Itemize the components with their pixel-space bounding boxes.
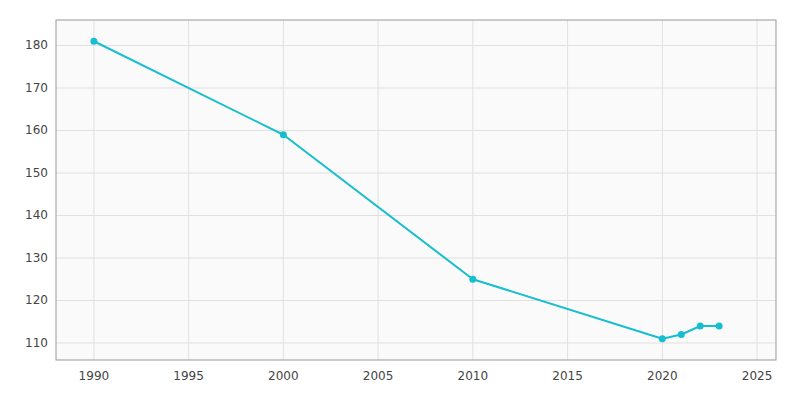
point	[469, 276, 476, 283]
chart: 110 120 130 140 150 160 170 180 1990 1995 2000 2005…	[0, 0, 800, 400]
y-tick-label: 170	[25, 81, 48, 95]
grid-line-y	[56, 88, 776, 89]
plot-background	[56, 20, 776, 360]
x-tick-label: 2000	[268, 369, 299, 383]
y-tick-label: 120	[25, 293, 48, 307]
x-tick-label: 2020	[647, 369, 678, 383]
series	[90, 38, 722, 343]
grid-line-x	[472, 20, 473, 360]
grid-line-y	[56, 130, 776, 131]
grid-line-y	[56, 215, 776, 216]
grid-line-x	[93, 20, 94, 360]
y-tick-label: 160	[25, 123, 48, 137]
grid-line-y	[56, 258, 776, 259]
point	[678, 331, 685, 338]
x-tick-label: 1995	[173, 369, 204, 383]
grid-line-x	[378, 20, 379, 360]
y-tick-label: 180	[25, 38, 48, 52]
x-tick-label: 2005	[363, 369, 394, 383]
plot-frame	[56, 20, 776, 360]
grid-line-y	[56, 173, 776, 174]
grid-line-x	[283, 20, 284, 360]
grid-line-y	[56, 45, 776, 46]
point	[697, 323, 704, 330]
grid-line-y	[56, 300, 776, 301]
x-tick-label: 1990	[79, 369, 110, 383]
point	[659, 335, 666, 342]
point	[716, 323, 723, 330]
y-tick-label: 110	[25, 336, 48, 350]
x-tick-label: 2015	[552, 369, 583, 383]
grid-line-x	[662, 20, 663, 360]
point	[90, 38, 97, 45]
chart-container: 110 120 130 140 150 160 170 180 1990 1995 2000 2005…	[0, 0, 800, 400]
x-tick-label: 2010	[458, 369, 489, 383]
y-tick-label: 130	[25, 251, 48, 265]
y-tick-label: 150	[25, 166, 48, 180]
y-tick-label: 140	[25, 208, 48, 222]
grid-line-y	[56, 343, 776, 344]
x-tick-label: 2025	[742, 369, 773, 383]
axes: 110 120 130 140 150 160 170 180 1990 1995 2000 2005…	[25, 38, 772, 383]
grid-line-x	[757, 20, 758, 360]
point	[280, 131, 287, 138]
grid	[56, 20, 776, 360]
grid-line-x	[188, 20, 189, 360]
line	[94, 41, 719, 339]
